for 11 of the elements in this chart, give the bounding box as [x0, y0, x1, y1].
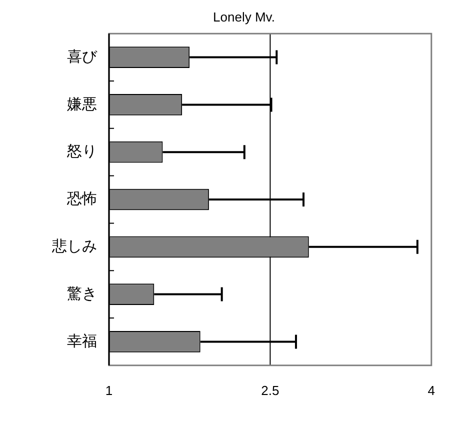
- x-tick-label: 1: [105, 382, 113, 398]
- y-tick-label: 恐怖: [66, 190, 97, 208]
- y-tick-label: 嫌悪: [67, 96, 97, 113]
- x-tick-label: 2.5: [261, 382, 280, 398]
- y-tick-label: 怒り: [66, 143, 97, 160]
- chart-title: Lonely Mv.: [213, 9, 275, 24]
- x-tick-label: 4: [428, 382, 435, 398]
- y-tick-label: 幸福: [67, 332, 97, 350]
- y-tick-label: 悲しみ: [51, 238, 97, 256]
- y-tick-label: 喜び: [67, 48, 98, 66]
- y-tick-label: 驚き: [67, 285, 97, 302]
